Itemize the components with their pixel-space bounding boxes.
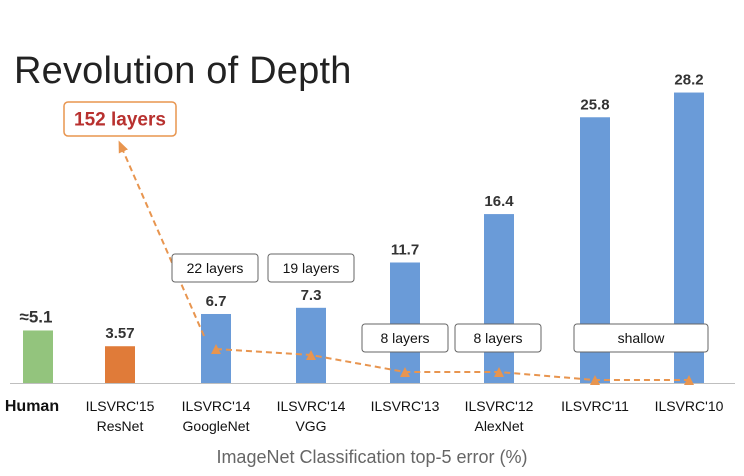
layer-annotation-text: 152 layers (74, 110, 166, 131)
trend-point-marker (400, 367, 410, 377)
depth-arrow (118, 140, 205, 337)
depth-trend-line (215, 348, 689, 381)
trend-point-marker (494, 367, 504, 377)
layer-annotation-box (454, 323, 542, 353)
layer-annotation-text: shallow (618, 330, 666, 346)
bar-value-label: 25.8 (580, 96, 609, 113)
page-title: Revolution of Depth (14, 50, 352, 92)
x-tick-sublabel: ResNet (97, 418, 144, 434)
x-tick-sublabel: VGG (295, 418, 326, 434)
trend-point-marker (211, 344, 221, 354)
bar (296, 307, 326, 383)
bar-value-label: 6.7 (206, 293, 227, 310)
trend-point-marker (684, 375, 694, 385)
x-tick-label: ILSVRC'12 (465, 398, 534, 414)
highlight-annotation-box (63, 101, 177, 137)
bar-value-label: 16.4 (484, 193, 514, 210)
layer-annotation-text: 8 layers (380, 330, 429, 346)
x-tick-label: ILSVRC'14 (182, 398, 251, 414)
layer-annotation-text: 8 layers (473, 330, 522, 346)
x-tick-label: ILSVRC'11 (561, 398, 629, 414)
x-tick-label: ILSVRC'13 (371, 398, 440, 414)
x-tick-sublabel: GoogleNet (183, 418, 250, 434)
x-tick-sublabel: AlexNet (474, 418, 523, 434)
x-tick-label: ILSVRC'10 (655, 398, 724, 414)
x-axis-label: ImageNet Classification top-5 error (%) (216, 447, 528, 467)
bar (390, 262, 420, 383)
layer-annotation-box (573, 323, 709, 353)
bar-value-label: 7.3 (301, 287, 322, 304)
layer-annotation-box (171, 253, 259, 283)
layer-annotation-box (267, 253, 355, 283)
layer-annotation-text: 22 layers (187, 260, 244, 276)
bar-value-label: ≈5.1 (20, 307, 53, 326)
bar (23, 330, 53, 383)
layer-annotation-box (361, 323, 449, 353)
x-tick-label: ILSVRC'14 (277, 398, 346, 414)
bar-value-label: 3.57 (105, 325, 134, 342)
x-tick-label: ILSVRC'15 (86, 398, 155, 414)
bar (105, 346, 135, 383)
trend-point-marker (590, 375, 600, 385)
x-tick-label: Human (5, 398, 59, 415)
bar-value-label: 11.7 (391, 241, 419, 258)
bar-value-label: 28.2 (674, 72, 703, 89)
layer-annotation-text: 19 layers (283, 260, 340, 276)
bar (484, 214, 514, 383)
trend-point-marker (306, 350, 316, 360)
